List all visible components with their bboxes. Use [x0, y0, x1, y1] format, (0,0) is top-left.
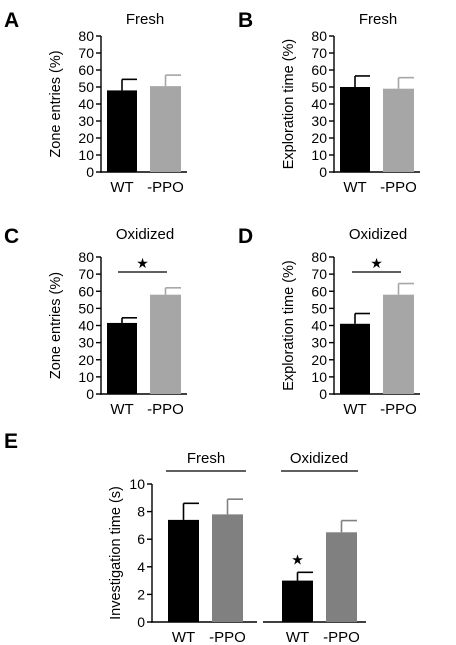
panel-b-category-label-1: -PPO [380, 179, 417, 196]
panel-b-bar-0 [340, 87, 370, 172]
panel-e-category-label-0-0: WT [172, 629, 195, 645]
panel-c-y-tick-label: 30 [78, 335, 94, 351]
panel-d-y-tick-label: 20 [311, 352, 327, 368]
panel-a-y-tick-label: 20 [78, 130, 94, 146]
panel-c-y-tick-label: 10 [78, 369, 94, 385]
panel-b-y-tick-label: 10 [311, 147, 327, 163]
panel-d-y-tick-label: 10 [311, 369, 327, 385]
panel-c-y-axis-label: Zone entries (%) [48, 272, 64, 379]
panel-e-group-title-0: Fresh [187, 450, 225, 467]
panel-b-category-label-0: WT [343, 179, 366, 196]
panel-c-y-tick-label: 70 [78, 266, 94, 282]
panel-e-y-tick-label: 2 [137, 586, 145, 602]
panel-d-y-tick-label: 80 [311, 249, 327, 265]
panel-a-y-tick-label: 60 [78, 62, 94, 78]
panel-a-y-tick-label: 0 [86, 164, 94, 180]
panel-e-significance-star-1-0: ★ [291, 551, 304, 567]
panel-d-bar-1 [383, 294, 414, 394]
panel-a-category-label-0: WT [110, 179, 133, 196]
panel-b-y-tick-label: 0 [319, 164, 327, 180]
panel-d-y-tick-label: 60 [311, 283, 327, 299]
panel-b-y-tick-label: 40 [311, 96, 327, 112]
panel-c-y-tick-label: 40 [78, 318, 94, 334]
panel-c-y-tick-label: 80 [78, 249, 94, 265]
panel-e-bar-0-0 [168, 519, 199, 622]
panel-b-label: B [238, 9, 253, 32]
panel-e-label: E [4, 430, 18, 453]
panel-d-y-tick-label: 50 [311, 300, 327, 316]
panel-b-y-tick-label: 20 [311, 130, 327, 146]
panel-e-category-label-0-1: -PPO [209, 629, 246, 645]
panel-b-y-tick-label: 30 [311, 113, 327, 129]
panel-d-y-axis-label: Exploration time (%) [281, 260, 297, 391]
panel-c-y-tick-label: 60 [78, 283, 94, 299]
panel-c-category-label-1: -PPO [147, 401, 184, 418]
panel-d-y-tick-label: 70 [311, 266, 327, 282]
panel-d-significance-star: ★ [370, 255, 383, 271]
panel-e-category-label-1-0: WT [286, 629, 309, 645]
panel-d-bar-0 [340, 323, 370, 394]
panel-a-category-label-1: -PPO [147, 179, 184, 196]
panel-e-bar-1-1 [326, 532, 357, 622]
panel-b-y-tick-label: 70 [311, 45, 327, 61]
panel-d-title: Oxidized [349, 226, 407, 243]
panel-d-y-tick-label: 30 [311, 335, 327, 351]
panel-e-y-tick-label: 4 [137, 559, 145, 575]
panel-c-y-tick-label: 0 [86, 386, 94, 402]
panel-c-label: C [4, 225, 19, 248]
panel-d-y-tick-label: 0 [319, 386, 327, 402]
panel-c-bar-1 [150, 294, 181, 394]
panel-d-category-label-0: WT [343, 401, 366, 418]
panel-d-y-tick-label: 40 [311, 318, 327, 334]
panel-d-label: D [238, 225, 253, 248]
panel-a-title: Fresh [126, 11, 164, 28]
panel-a-y-tick-label: 30 [78, 113, 94, 129]
panel-e-y-tick-label: 8 [137, 504, 145, 520]
panel-d-category-label-1: -PPO [380, 401, 417, 418]
panel-e-bar-0-1 [212, 514, 243, 622]
panel-b-title: Fresh [359, 11, 397, 28]
panel-e-y-tick-label: 0 [137, 614, 145, 630]
panel-a-bar-1 [150, 86, 181, 172]
panel-b-bar-1 [383, 88, 414, 172]
panel-e-y-axis-label: Investigation time (s) [108, 486, 124, 620]
panel-e-bar-1-0 [282, 580, 313, 622]
panel-e-y-tick-label: 10 [129, 476, 145, 492]
panel-a-y-tick-label: 40 [78, 96, 94, 112]
panel-a-label: A [4, 9, 19, 32]
panel-a-y-tick-label: 10 [78, 147, 94, 163]
panel-a-y-tick-label: 70 [78, 45, 94, 61]
panel-e-y-tick-label: 6 [137, 531, 145, 547]
panel-a-y-tick-label: 80 [78, 28, 94, 44]
panel-b-y-tick-label: 60 [311, 62, 327, 78]
panel-e-category-label-1-1: -PPO [323, 629, 360, 645]
panel-c-y-tick-label: 50 [78, 300, 94, 316]
panel-c-bar-0 [107, 322, 137, 394]
panel-e-group-title-1: Oxidized [290, 450, 348, 467]
panel-b-y-axis-label: Exploration time (%) [281, 39, 297, 170]
panel-a-y-axis-label: Zone entries (%) [48, 50, 64, 157]
panel-b-y-tick-label: 50 [311, 79, 327, 95]
panel-c-y-tick-label: 20 [78, 352, 94, 368]
panel-a-bar-0 [107, 90, 137, 172]
panel-b-y-tick-label: 80 [311, 28, 327, 44]
panel-c-significance-star: ★ [136, 255, 149, 271]
panel-c-category-label-0: WT [110, 401, 133, 418]
panel-a-y-tick-label: 50 [78, 79, 94, 95]
panel-c-title: Oxidized [116, 226, 174, 243]
